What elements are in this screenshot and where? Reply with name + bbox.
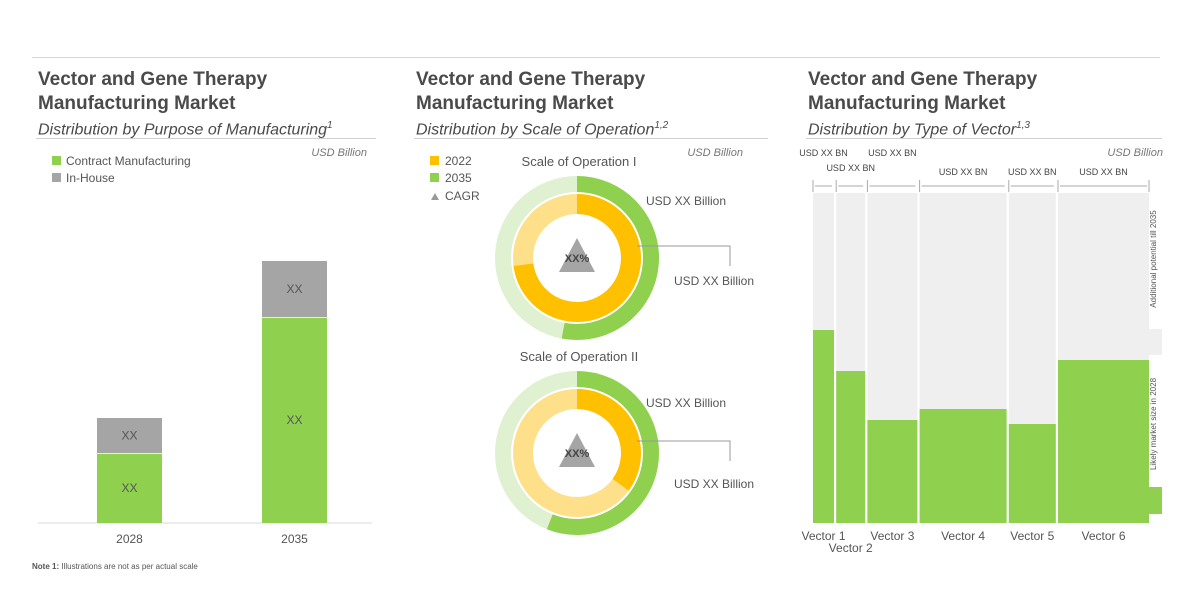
bar-2035-in-house [262, 261, 327, 317]
panel3-title: Vector and Gene Therapy Manufacturing Ma… [808, 69, 1038, 114]
side-label-likely: Likely market size in 2028 [1149, 377, 1158, 470]
panel2-title: Vector and Gene Therapy Manufacturing Ma… [416, 69, 646, 114]
panel1-unit-label: USD Billion [311, 147, 367, 159]
legend-label-0: Contract Manufacturing [66, 154, 191, 168]
donut2-cagr-triangle [559, 433, 595, 467]
donut1-label-2022: USD XX Billion [674, 274, 754, 288]
legend-swatch-2035 [430, 173, 439, 182]
donut1-label-2035: USD XX Billion [646, 194, 726, 208]
x-label-vector-3: Vector 3 [870, 529, 914, 543]
donut1-inner-2022-slice [513, 194, 641, 322]
panel-vector: Vector and Gene Therapy Manufacturing Ma… [808, 68, 1168, 140]
side-swatch-potential [1142, 329, 1162, 355]
donut1-leader-2022 [637, 245, 731, 266]
x-label-vector-4: Vector 4 [941, 529, 985, 543]
bar-vector-5 [1008, 424, 1056, 523]
panel1-subtitle: Distribution by Purpose of Manufacturing… [38, 120, 333, 139]
x-label-vector-6: Vector 6 [1081, 529, 1125, 543]
panel3-subtitle: Distribution by Type of Vector1,3 [808, 120, 1030, 139]
x-tick-2035: 2035 [281, 532, 308, 546]
panel1-rule [36, 138, 376, 139]
donut1-outer-2035-slice [561, 176, 659, 340]
bar-2028-contract-manufacturing [97, 453, 162, 523]
panel2-unit-label: USD Billion [687, 147, 743, 159]
footnote: Note 1: Illustrations are not as per act… [32, 562, 198, 571]
donut2-label-2022: USD XX Billion [674, 477, 754, 491]
legend-swatch-0 [52, 156, 61, 165]
bar-vector-6 [1058, 360, 1149, 523]
bar-2028-in-house [97, 418, 162, 453]
donut-title-2: Scale of Operation II [520, 349, 639, 364]
panel-scale: Vector and Gene Therapy Manufacturing Ma… [416, 68, 776, 140]
legend-label-cagr: CAGR [445, 189, 480, 203]
panel3-unit-label: USD Billion [1107, 147, 1163, 159]
top-label-vector-6: USD XX BN [1079, 167, 1128, 177]
panel2-rule [414, 138, 768, 139]
bar-label-2028-1: XX [121, 429, 137, 443]
bar-label-2035-0: XX [286, 413, 302, 427]
top-label-vector-5: USD XX BN [1008, 167, 1057, 177]
donut2-leader-2022 [637, 440, 731, 461]
top-divider [32, 57, 1160, 58]
panel2-subtitle: Distribution by Scale of Operation1,2 [416, 120, 669, 139]
bar-label-2028-0: XX [121, 481, 137, 495]
legend-label-2022: 2022 [445, 154, 472, 168]
bar-label-2035-1: XX [286, 282, 302, 296]
donut1-cagr-label: XX% [565, 253, 590, 265]
side-label-potential: Additional potential till 2035 [1149, 210, 1158, 308]
bar-vector-1 [813, 330, 834, 523]
panel3-rule [806, 138, 1162, 139]
side-swatch-likely [1142, 487, 1162, 514]
top-label-vector-3: USD XX BN [868, 148, 917, 158]
donut1-cagr-triangle [559, 238, 595, 272]
panel1-title: Vector and Gene Therapy Manufacturing Ma… [38, 69, 268, 114]
x-label-vector-5: Vector 5 [1010, 529, 1054, 543]
legend-cagr-triangle [431, 193, 439, 200]
legend-swatch-1 [52, 173, 61, 182]
x-tick-2028: 2028 [116, 532, 143, 546]
donut2-inner-2022-slice [576, 389, 641, 491]
top-label-vector-2: USD XX BN [826, 163, 875, 173]
legend-label-2035: 2035 [445, 171, 472, 185]
donut2-label-2035: USD XX Billion [646, 396, 726, 410]
legend-label-1: In-House [66, 171, 115, 185]
panel-purpose: Vector and Gene Therapy Manufacturing Ma… [38, 68, 368, 140]
donut-title-1: Scale of Operation I [522, 154, 637, 169]
bar-vector-3 [867, 420, 918, 523]
bar-2035-contract-manufacturing [262, 317, 327, 523]
donut2-cagr-label: XX% [565, 448, 590, 460]
legend-swatch-2022 [430, 156, 439, 165]
x-label-vector-2: Vector 2 [829, 541, 873, 555]
top-label-vector-4: USD XX BN [939, 167, 988, 177]
donut2-outer-2035-slice [546, 371, 659, 535]
bar-vector-2 [836, 371, 866, 523]
x-label-vector-1: Vector 1 [801, 529, 845, 543]
bar-vector-4 [919, 409, 1007, 523]
top-label-vector-1: USD XX BN [799, 148, 848, 158]
